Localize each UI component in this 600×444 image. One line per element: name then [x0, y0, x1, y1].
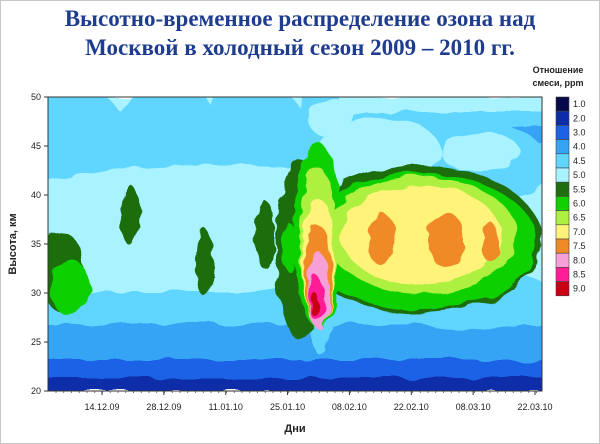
chart-title-line-2: Москвой в холодный сезон 2009 – 2010 гг. [85, 35, 515, 60]
colorbar-label: 5.5 [573, 184, 586, 194]
colorbar-swatch [555, 224, 570, 240]
x-tick-label: 08.02.10 [332, 402, 367, 412]
heatmap-plot-area [48, 97, 542, 391]
x-tick-label: 22.02.10 [394, 402, 429, 412]
colorbar-title: Отношение смеси, ppm [520, 64, 596, 90]
y-tick-label: 25 [31, 337, 41, 347]
heatmap-contour [196, 228, 212, 296]
colorbar-label: 2.0 [573, 113, 586, 123]
colorbar-swatch [555, 281, 570, 297]
colorbar-label: 8.0 [573, 255, 586, 265]
colorbar-label: 6.0 [573, 199, 586, 209]
colorbar-label: 3.0 [573, 128, 586, 138]
heatmap-contour [440, 132, 520, 172]
colorbar-swatch [555, 181, 570, 197]
colorbar-swatch [555, 267, 570, 282]
colorbar-title-line-2: смеси, ppm [532, 78, 584, 88]
colorbar-swatch [555, 238, 570, 254]
heatmap-contour [428, 212, 464, 268]
colorbar-label: 1.0 [573, 99, 586, 109]
colorbar-swatch [555, 167, 570, 183]
y-axis-label: Высота, км [7, 213, 19, 274]
y-tick-label: 45 [31, 141, 41, 151]
y-tick-label: 50 [31, 92, 41, 102]
heatmap-contour [282, 224, 298, 272]
y-tick-label: 20 [31, 386, 41, 396]
colorbar-label: 4.0 [573, 142, 586, 152]
chart-title: Высотно-временное распределение озона на… [0, 4, 600, 62]
heatmap-band [48, 360, 542, 379]
colorbar-label: 5.0 [573, 170, 586, 180]
heatmap-contour [255, 201, 275, 269]
heatmap-contour [50, 260, 90, 316]
x-tick-label: 08.03.10 [456, 402, 491, 412]
colorbar-label: 7.5 [573, 241, 586, 251]
axes: 20 25 30 35 40 45 50 14.12.09 28.12.09 11.01.10 25… [31, 92, 553, 412]
x-axis-label: Дни [284, 423, 305, 435]
y-tick-label: 30 [31, 288, 41, 298]
colorbar-swatch [555, 196, 570, 211]
colorbar-label: 6.5 [573, 213, 586, 223]
chart-title-line-1: Высотно-временное распределение озона на… [64, 6, 536, 31]
colorbar-title-line-1: Отношение [532, 65, 584, 75]
heatmap-band [48, 378, 542, 391]
x-tick-label: 28.12.09 [146, 402, 181, 412]
colorbar-label: 8.5 [573, 270, 586, 280]
colorbar-label: 7.0 [573, 227, 586, 237]
x-tick-label: 11.01.10 [209, 402, 243, 412]
colorbar-swatch [555, 110, 570, 126]
colorbar-swatch [555, 252, 570, 268]
colorbar-swatch [555, 210, 570, 226]
x-tick-label: 14.12.09 [84, 402, 119, 412]
colorbar-swatch [555, 153, 570, 169]
colorbar-swatch [555, 125, 570, 140]
colorbar: 1.0 2.0 3.0 4.0 4.5 5.0 5.5 6.0 6.5 7.0 7.5 8.0 8.5 9… [555, 96, 586, 297]
heatmap-contour [368, 214, 396, 266]
colorbar-swatch [555, 96, 570, 112]
y-tick-label: 40 [31, 190, 41, 200]
heatmap-contour [310, 292, 318, 316]
colorbar-swatch [555, 139, 570, 155]
heatmap-contour [341, 185, 501, 285]
colorbar-label: 9.0 [573, 284, 586, 294]
heatmap-contour [482, 222, 498, 262]
heatmap-contour [320, 118, 440, 182]
x-tick-label: 22.03.10 [517, 402, 552, 412]
x-tick-label: 25.01.10 [270, 402, 305, 412]
y-tick-label: 35 [31, 239, 41, 249]
colorbar-label: 4.5 [573, 156, 586, 166]
heatmap-contour [120, 185, 140, 245]
